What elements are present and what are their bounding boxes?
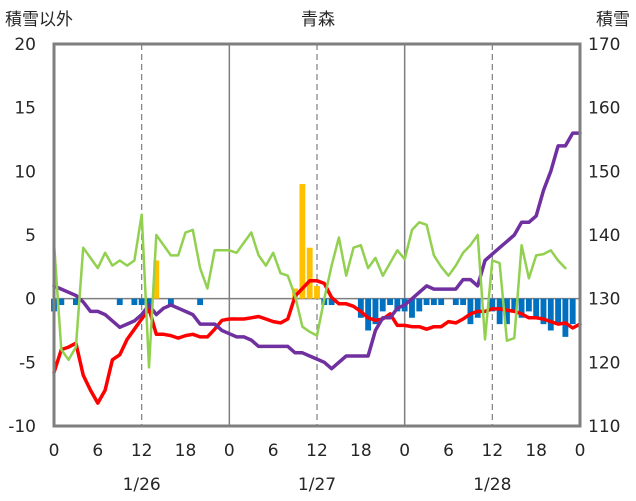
hour-tick-label: 0	[399, 441, 410, 461]
chart-title: 青森	[301, 10, 335, 30]
bar-4-20	[423, 298, 430, 306]
bar-3-0	[153, 260, 160, 299]
hour-tick-label: 0	[575, 441, 586, 461]
left-tick-label: -10	[8, 417, 36, 437]
hour-tick-label: 12	[482, 441, 504, 461]
bar-4-3	[116, 298, 123, 306]
bar-4-7	[167, 298, 174, 306]
hour-tick-label: 18	[525, 441, 547, 461]
left-axis-label: 積雪以外	[5, 10, 73, 30]
bar-4-4	[131, 298, 138, 306]
bar-3-4	[314, 285, 320, 299]
right-tick-label: 120	[588, 353, 620, 373]
bar-4-27	[489, 298, 496, 312]
bar-4-12	[365, 298, 372, 331]
bar-4-16	[394, 298, 401, 312]
bar-4-2	[72, 298, 79, 306]
bar-4-15	[387, 298, 393, 306]
bar-4-8	[197, 298, 204, 306]
plot-frame	[52, 42, 582, 428]
bar-4-10	[328, 298, 335, 306]
line-series-2	[52, 213, 567, 369]
bar-4-21	[430, 298, 437, 306]
bar-4-36	[555, 298, 562, 325]
hour-tick-label: 0	[49, 441, 60, 461]
hour-tick-label: 12	[131, 441, 153, 461]
hour-tick-label: 6	[443, 441, 454, 461]
left-tick-label: 0	[25, 290, 36, 310]
bar-4-33	[533, 298, 540, 318]
hour-tick-label: 12	[306, 441, 328, 461]
bar-4-26	[474, 298, 481, 318]
bar-3-3	[306, 247, 313, 299]
bar-4-24	[460, 298, 467, 306]
bar-4-37	[562, 298, 569, 337]
grid-lines	[54, 44, 580, 426]
hour-tick-label: 18	[350, 441, 372, 461]
right-tick-label: 130	[588, 290, 620, 310]
right-tick-label: 170	[588, 35, 620, 55]
date-label: 1/28	[473, 475, 511, 495]
bar-4-6	[146, 298, 152, 306]
bar-4-14	[379, 298, 386, 312]
bar-4-13	[372, 298, 379, 325]
bar-4-23	[452, 298, 459, 306]
bar-4-30	[511, 298, 518, 312]
bar-4-18	[409, 298, 415, 318]
bar-4-5	[138, 298, 145, 306]
hour-tick-label: 18	[175, 441, 197, 461]
left-tick-label: -5	[19, 353, 36, 373]
bar-4-1	[58, 298, 65, 306]
left-tick-label: 15	[14, 99, 36, 119]
left-tick-label: 10	[14, 162, 36, 182]
bar-4-35	[547, 298, 554, 331]
right-tick-label: 140	[588, 226, 620, 246]
right-axis-label: 積雪	[596, 10, 630, 30]
bar-4-11	[357, 298, 364, 318]
bar-4-25	[467, 298, 474, 325]
bar-4-19	[416, 298, 423, 312]
bar-series	[51, 184, 576, 337]
line-series-1	[52, 131, 582, 371]
bar-4-22	[438, 298, 445, 306]
bar-4-32	[525, 298, 532, 312]
bar-4-28	[496, 298, 503, 325]
right-tick-label: 110	[588, 417, 620, 437]
left-tick-label: 5	[25, 226, 36, 246]
bar-4-31	[518, 298, 525, 318]
left-tick-label: 20	[14, 35, 36, 55]
right-tick-label: 150	[588, 162, 620, 182]
bar-4-34	[540, 298, 547, 325]
bar-3-2	[299, 184, 306, 299]
bar-4-38	[569, 298, 576, 325]
line-series-0	[52, 279, 582, 405]
date-label: 1/27	[298, 475, 336, 495]
right-tick-label: 160	[588, 99, 620, 119]
hour-tick-label: 6	[92, 441, 103, 461]
date-label: 1/26	[123, 475, 161, 495]
line-series	[52, 131, 582, 405]
hour-tick-label: 0	[224, 441, 235, 461]
hour-tick-label: 6	[268, 441, 279, 461]
